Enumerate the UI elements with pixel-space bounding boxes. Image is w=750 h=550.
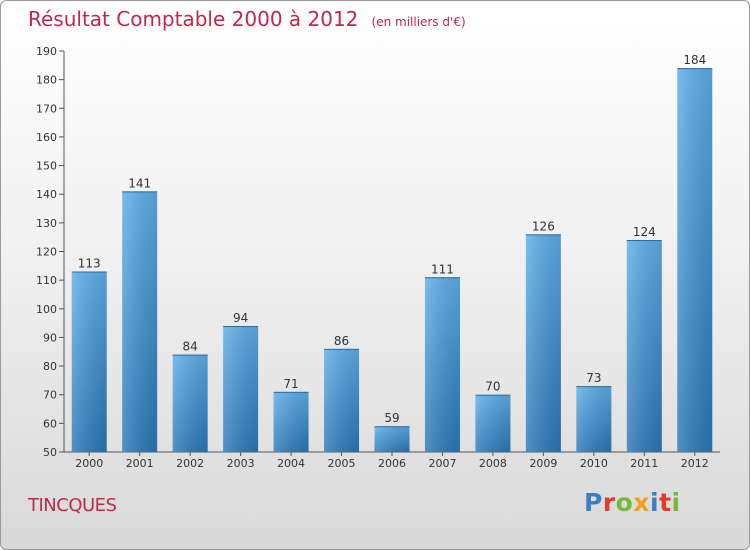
proxiti-logo[interactable]: Proxiti: [584, 488, 681, 517]
chart-title-group: Résultat Comptable 2000 à 2012 (en milli…: [28, 7, 466, 31]
data-label: 113: [78, 257, 101, 271]
x-tick-label: 2004: [277, 457, 305, 470]
y-tick-label: 180: [36, 74, 57, 87]
y-tick-label: 80: [43, 360, 57, 373]
y-tick-label: 130: [36, 217, 57, 230]
y-tick-label: 60: [43, 417, 57, 430]
bar-shade: [525, 234, 561, 452]
logo-letter: P: [584, 488, 603, 517]
x-tick-label: 2012: [681, 457, 709, 470]
logo-letter: i: [671, 488, 681, 517]
y-tick-label: 170: [36, 102, 57, 115]
y-tick-label: 150: [36, 160, 57, 173]
x-tick-label: 2011: [630, 457, 658, 470]
bar-shade: [223, 325, 259, 452]
x-tick-label: 2010: [580, 457, 608, 470]
y-tick-label: 120: [36, 246, 57, 259]
bar-shade: [576, 386, 612, 452]
x-tick-label: 2006: [378, 457, 406, 470]
x-tick-label: 2007: [428, 457, 456, 470]
logo-letter: o: [615, 488, 634, 517]
bar-shade: [324, 348, 360, 452]
x-tick-label: 2002: [176, 457, 204, 470]
data-label: 84: [183, 340, 198, 354]
data-label: 70: [485, 380, 500, 394]
chart-title: Résultat Comptable 2000 à 2012: [28, 7, 359, 31]
y-tick-label: 70: [43, 389, 57, 402]
logo-letter: i: [650, 488, 660, 517]
bar-shade: [172, 354, 208, 452]
x-tick-label: 2009: [529, 457, 557, 470]
bar-shade: [475, 394, 511, 452]
data-label: 86: [334, 334, 349, 348]
bar-shade: [424, 277, 460, 452]
x-tick-label: 2008: [479, 457, 507, 470]
data-label: 124: [633, 225, 656, 239]
chart-subtitle: (en milliers d'€): [371, 15, 466, 29]
x-tick-label: 2005: [328, 457, 356, 470]
data-label: 94: [233, 311, 248, 325]
data-label: 73: [586, 371, 601, 385]
data-label: 59: [384, 411, 399, 425]
commune-name: TINCQUES: [28, 495, 117, 516]
data-label: 71: [283, 377, 298, 391]
y-tick-label: 190: [36, 45, 57, 58]
x-tick-label: 2000: [75, 457, 103, 470]
bar-shade: [71, 271, 107, 452]
x-tick-label: 2001: [126, 457, 154, 470]
logo-letter: t: [659, 488, 672, 517]
bar-shade: [273, 391, 309, 452]
data-label: 111: [431, 262, 454, 276]
y-tick-label: 140: [36, 188, 57, 201]
logo-letter: x: [633, 488, 650, 517]
y-tick-label: 50: [43, 446, 57, 459]
bar-shade: [626, 240, 662, 452]
x-tick-label: 2003: [227, 457, 255, 470]
y-tick-label: 100: [36, 303, 57, 316]
data-label: 184: [683, 53, 706, 67]
y-tick-label: 90: [43, 331, 57, 344]
data-label: 126: [532, 219, 555, 233]
y-tick-label: 110: [36, 274, 57, 287]
data-label: 141: [128, 176, 151, 190]
logo-letter: r: [602, 488, 616, 517]
bar-shade: [374, 426, 410, 452]
y-tick-label: 160: [36, 131, 57, 144]
bar-shade: [677, 68, 713, 452]
bar-shade: [122, 191, 158, 452]
